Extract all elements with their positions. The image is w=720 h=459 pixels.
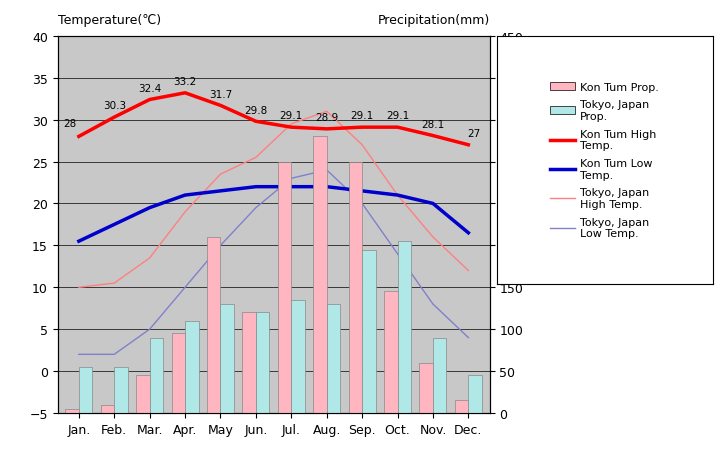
Text: 32.4: 32.4 xyxy=(138,84,161,94)
Bar xyxy=(185,321,199,413)
Bar xyxy=(278,162,292,413)
Text: Temperature(℃): Temperature(℃) xyxy=(58,14,161,27)
Bar xyxy=(468,375,482,413)
Bar xyxy=(348,162,362,413)
Text: Precipitation(mm): Precipitation(mm) xyxy=(377,14,490,27)
Bar xyxy=(256,313,269,413)
Text: 30.3: 30.3 xyxy=(103,101,126,111)
Bar xyxy=(397,241,411,413)
Text: 29.8: 29.8 xyxy=(244,106,268,115)
Legend: Kon Tum Prop., Tokyo, Japan
Prop., Kon Tum High
Temp., Kon Tum Low
Temp., Tokyo,: Kon Tum Prop., Tokyo, Japan Prop., Kon T… xyxy=(547,79,662,242)
Bar xyxy=(327,304,340,413)
Text: 33.2: 33.2 xyxy=(174,77,197,87)
Text: 29.1: 29.1 xyxy=(351,111,374,121)
Bar xyxy=(136,375,150,413)
Bar xyxy=(150,338,163,413)
Bar xyxy=(362,250,376,413)
Bar xyxy=(220,304,234,413)
Text: 31.7: 31.7 xyxy=(209,90,232,100)
Bar xyxy=(207,237,220,413)
Bar xyxy=(243,313,256,413)
Text: 27: 27 xyxy=(467,129,480,139)
Bar xyxy=(292,300,305,413)
Bar xyxy=(313,137,327,413)
Bar xyxy=(66,409,79,413)
Text: 29.1: 29.1 xyxy=(386,111,409,121)
Text: 28.1: 28.1 xyxy=(421,120,444,129)
Bar xyxy=(384,292,397,413)
Bar xyxy=(171,334,185,413)
Text: 28: 28 xyxy=(63,119,76,129)
Bar xyxy=(420,363,433,413)
Bar xyxy=(433,338,446,413)
Text: 29.1: 29.1 xyxy=(279,111,303,121)
Bar xyxy=(101,405,114,413)
Bar xyxy=(114,367,127,413)
Text: 28.9: 28.9 xyxy=(315,113,338,123)
Bar xyxy=(79,367,92,413)
Bar xyxy=(455,401,468,413)
